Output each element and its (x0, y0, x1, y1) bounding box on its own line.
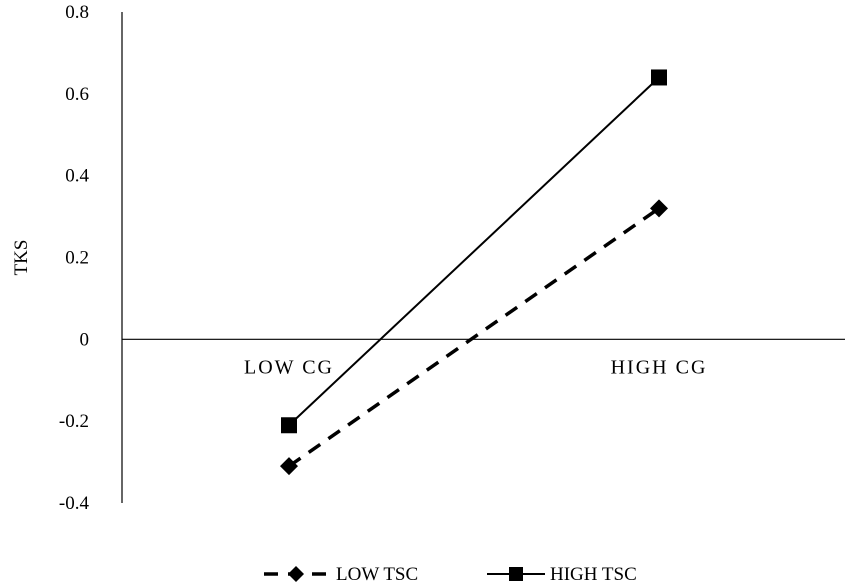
y-tick-label: 0.2 (65, 248, 89, 269)
data-point (280, 457, 298, 476)
data-point (651, 69, 667, 86)
x-axis: LOW CG HIGH CG (122, 338, 845, 378)
legend: LOW TSC HIGH TSC (264, 564, 637, 585)
legend-label: LOW TSC (336, 564, 418, 585)
series-low-tsc (280, 199, 668, 476)
legend-marker (288, 566, 304, 582)
legend-label: HIGH TSC (550, 564, 637, 585)
series-line (288, 76, 660, 426)
data-point (281, 417, 297, 434)
y-axis-title: TKS (11, 240, 32, 276)
series-line (287, 206, 661, 468)
y-tick-label: -0.4 (59, 493, 90, 514)
y-tick-label: 0.4 (65, 166, 89, 187)
legend-item: HIGH TSC (487, 564, 637, 585)
y-tick-label: -0.2 (59, 411, 89, 432)
legend-item: LOW TSC (264, 564, 418, 585)
series-high-tsc (281, 69, 667, 434)
y-tick-label: 0.6 (65, 84, 89, 105)
y-tick-label: 0.8 (65, 2, 89, 23)
x-tick-label: HIGH CG (611, 356, 708, 378)
data-point (650, 199, 668, 218)
x-tick-label: LOW CG (244, 356, 334, 378)
y-tick-label: 0 (80, 329, 90, 350)
legend-marker (509, 567, 523, 581)
series-group (280, 69, 668, 476)
y-axis: 0.8 0.6 0.4 0.2 0 -0.2 -0.4 (59, 2, 123, 514)
